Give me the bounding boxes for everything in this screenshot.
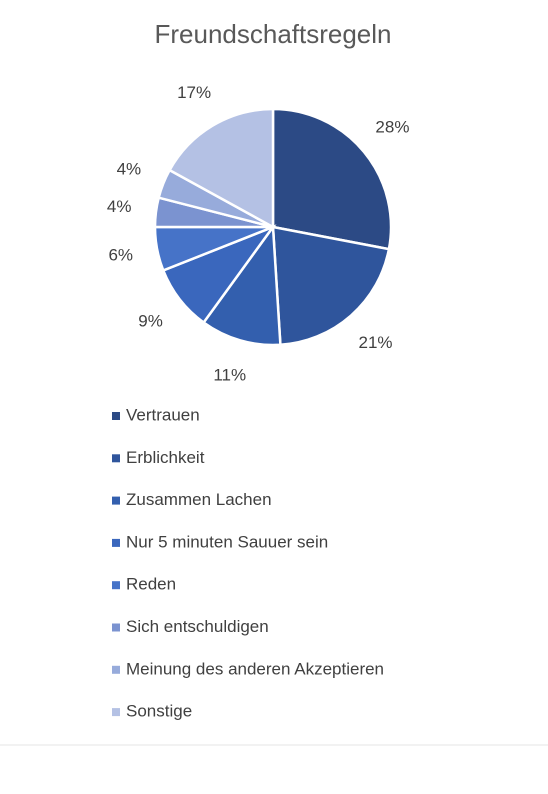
data-label: 21%	[358, 333, 392, 352]
pie-slice	[201, 223, 282, 347]
legend-label: Sich entschuldigen	[126, 617, 269, 636]
legend-label: Reden	[126, 575, 176, 594]
legend-marker	[112, 581, 120, 590]
legend-label: Erblichkeit	[126, 448, 205, 467]
data-label: 6%	[108, 246, 133, 265]
data-label: 11%	[213, 365, 246, 384]
legend-marker	[112, 496, 120, 505]
legend-marker	[112, 708, 120, 717]
data-label: 17%	[177, 83, 211, 102]
data-label: 28%	[375, 118, 409, 137]
legend-label: Zusammen Lachen	[126, 490, 272, 509]
data-label: 9%	[138, 311, 163, 330]
legend-marker	[112, 454, 120, 463]
legend-label: Meinung des anderen Akzeptieren	[126, 659, 384, 678]
chart-title: Freundschaftsregeln	[154, 19, 391, 49]
pie-slice	[271, 225, 391, 347]
legend-label: Nur 5 minuten Sauuer sein	[126, 532, 328, 551]
pie-slice	[167, 107, 275, 230]
legend-marker	[112, 623, 120, 632]
legend-label: Vertrauen	[126, 405, 200, 424]
data-label: 4%	[107, 197, 132, 216]
legend-label: Sonstige	[126, 702, 192, 721]
data-label: 4%	[117, 159, 142, 178]
legend-marker	[112, 412, 120, 420]
pie-slice	[271, 107, 393, 251]
legend-marker	[112, 538, 120, 547]
legend-marker	[112, 665, 120, 674]
